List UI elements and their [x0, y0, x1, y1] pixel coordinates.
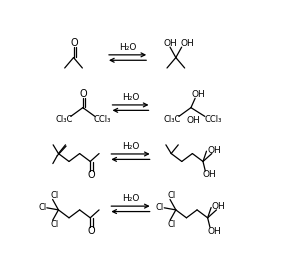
Text: O: O: [70, 38, 78, 48]
Text: Cl₃C: Cl₃C: [55, 115, 73, 124]
Text: O: O: [87, 170, 95, 180]
Text: OH: OH: [191, 90, 205, 99]
Text: O: O: [87, 226, 95, 236]
Text: Cl: Cl: [167, 220, 176, 228]
Text: Cl: Cl: [38, 203, 47, 212]
Text: Cl₃C: Cl₃C: [163, 115, 181, 124]
Text: OH: OH: [202, 170, 216, 179]
Text: OH: OH: [180, 39, 194, 48]
Text: Cl: Cl: [156, 203, 164, 212]
Text: H₂O: H₂O: [122, 93, 139, 102]
Text: H₂O: H₂O: [122, 142, 139, 151]
Text: O: O: [80, 89, 87, 99]
Text: Cl: Cl: [167, 191, 176, 200]
Text: H₂O: H₂O: [122, 194, 139, 203]
Text: Cl: Cl: [50, 220, 58, 228]
Text: Cl: Cl: [50, 191, 58, 200]
Text: CCl₃: CCl₃: [93, 115, 111, 124]
Text: H₂O: H₂O: [119, 43, 136, 52]
Text: OH: OH: [207, 146, 221, 155]
Text: OH: OH: [163, 39, 177, 48]
Text: OH: OH: [212, 202, 226, 211]
Text: OH: OH: [207, 227, 221, 235]
Text: CCl₃: CCl₃: [204, 115, 222, 124]
Text: OH: OH: [186, 116, 200, 125]
